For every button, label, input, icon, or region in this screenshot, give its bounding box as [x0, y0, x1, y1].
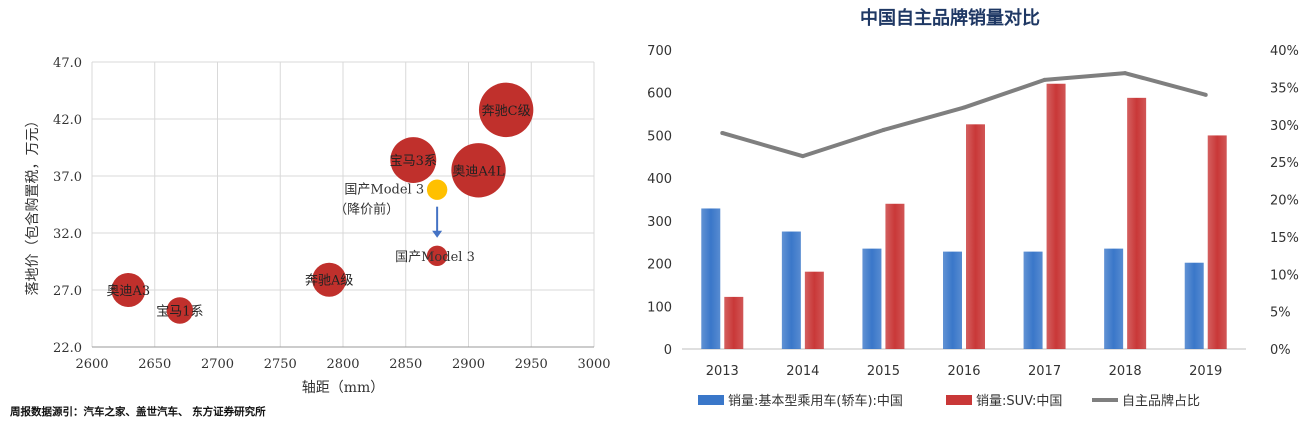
y-tick-label: 300 — [647, 215, 672, 230]
y-tick-label: 37.0 — [53, 170, 82, 185]
y-tick-label: 100 — [647, 300, 672, 315]
y-tick-label: 400 — [647, 172, 672, 187]
bubble-label: 奥迪A3 — [107, 284, 151, 299]
x-tick-label: 2900 — [452, 357, 485, 372]
legend-label: 销量:SUV:中国 — [976, 394, 1062, 409]
bar-line-chart: 中国自主品牌销量对比 0 100 200 300 400 500 600 700 0% 5% 10% 1… — [647, 7, 1299, 409]
x-tick-label: 2016 — [947, 364, 980, 379]
x-axis-title: 轴距（mm） — [302, 380, 385, 396]
y-tick-label: 200 — [647, 258, 672, 273]
bubble — [451, 143, 506, 198]
bubble-label: 奔驰A级 — [305, 274, 353, 289]
x-tick-label: 2700 — [201, 357, 234, 372]
chart-title: 中国自主品牌销量对比 — [860, 7, 1040, 29]
x-tick-label: 2017 — [1028, 364, 1061, 379]
bubble — [111, 273, 146, 307]
legend-swatch — [946, 395, 972, 405]
bubble-label: 奔驰C级 — [482, 104, 531, 119]
bar — [781, 231, 801, 349]
line-point — [881, 127, 886, 132]
x-tick-label: 2950 — [515, 357, 548, 372]
bar — [1023, 251, 1043, 349]
y2-tick-label: 10% — [1270, 268, 1299, 283]
y-tick-label: 32.0 — [53, 227, 82, 242]
bar — [1207, 135, 1227, 349]
bubble — [166, 297, 194, 324]
legend-label: 销量:基本型乘用车(轿车):中国 — [728, 393, 903, 409]
bubble-sublabel: （降价前） — [334, 202, 399, 218]
bar — [804, 271, 824, 349]
x-tick-label: 2018 — [1109, 364, 1142, 379]
bubble — [478, 82, 534, 138]
y-tick-label: 27.0 — [53, 284, 82, 299]
y-axis-title: 落地价（包含购置税，万元） — [25, 114, 41, 296]
y-tick-label: 22.0 — [53, 341, 82, 356]
legend-swatch — [698, 395, 724, 405]
y2-tick-label: 30% — [1270, 119, 1299, 134]
bar — [885, 203, 905, 349]
y-tick-label: 0 — [664, 343, 672, 358]
bubble — [426, 245, 448, 266]
bubble — [312, 262, 347, 297]
line-point — [1123, 71, 1128, 76]
y2-tick-label: 15% — [1270, 231, 1299, 246]
x-tick-label: 2650 — [138, 357, 171, 372]
y2-tick-label: 40% — [1270, 44, 1299, 59]
bar — [701, 208, 721, 349]
x-tick-label: 2013 — [706, 364, 739, 379]
source-note: 周报数据源引：汽车之家、盖世汽车、 东方证券研究所 — [10, 406, 266, 418]
bubble-label: 国产Model 3 — [344, 183, 424, 198]
y-tick-label: 700 — [647, 44, 672, 59]
line-point — [720, 130, 725, 135]
line-point — [1203, 92, 1208, 97]
line-point — [800, 154, 805, 159]
bubble-label: 国产Model 3 — [395, 250, 475, 265]
bar — [1184, 262, 1204, 349]
arrow-head — [432, 230, 443, 238]
x-tick-label: 2019 — [1189, 364, 1222, 379]
bar — [943, 251, 962, 349]
bar — [1046, 83, 1066, 349]
y2-tick-label: 20% — [1270, 194, 1299, 209]
y2-tick-label: 5% — [1270, 306, 1291, 321]
y2-tick-label: 25% — [1270, 156, 1299, 171]
bar — [862, 248, 882, 349]
y2-tick-label: 0% — [1270, 343, 1291, 358]
line-point — [1042, 77, 1047, 82]
y-tick-label: 42.0 — [53, 113, 82, 128]
x-tick-label: 2600 — [75, 357, 108, 372]
x-tick-label: 3000 — [577, 357, 610, 372]
bar — [1127, 97, 1147, 349]
bar — [724, 296, 744, 349]
x-tick-label: 2014 — [786, 364, 819, 379]
bubble-label: 宝马3系 — [390, 154, 437, 169]
y-tick-label: 47.0 — [53, 56, 82, 71]
bar — [966, 124, 985, 349]
bubble — [426, 179, 448, 200]
legend-label: 自主品牌占比 — [1122, 393, 1200, 409]
bubble-label: 宝马1系 — [156, 305, 203, 320]
y-tick-label: 600 — [647, 87, 672, 102]
bar — [1104, 248, 1124, 349]
x-tick-label: 2750 — [264, 357, 297, 372]
y2-tick-label: 35% — [1270, 81, 1299, 96]
line-point — [962, 105, 966, 110]
y-tick-label: 500 — [647, 129, 672, 144]
bubble — [390, 137, 437, 183]
x-tick-label: 2800 — [326, 357, 359, 372]
scatter-chart: 22.0 27.0 32.0 37.0 42.0 47.0 2600 2650 2700 2750… — [25, 56, 611, 396]
x-tick-label: 2850 — [389, 357, 422, 372]
bubble-label: 奥迪A4L — [452, 164, 505, 179]
x-tick-label: 2015 — [867, 364, 900, 379]
